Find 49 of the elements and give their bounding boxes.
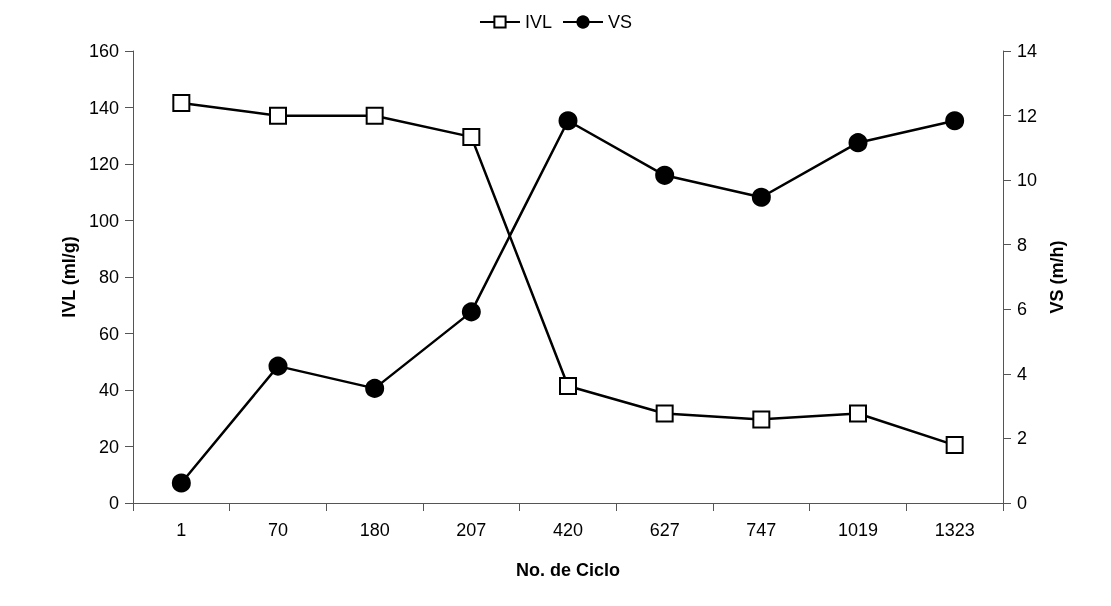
point [655,165,675,185]
legend-label: VS [608,12,633,32]
point [171,473,191,493]
point [365,378,385,398]
y2-tick-label: 0 [1017,493,1028,513]
y-tick-label: 120 [88,154,119,174]
x-tick-label: 180 [359,520,390,540]
y2-axis-title: VS (m/h) [1047,240,1067,314]
x-tick-label: 627 [649,520,680,540]
point [461,302,481,322]
point [558,111,578,131]
y2-tick-label: 2 [1017,428,1028,449]
point [945,436,964,455]
y2-tick-label: 12 [1017,105,1038,126]
y2-tick-label: 8 [1017,234,1028,255]
point [268,356,288,376]
y-tick-label: 60 [98,323,119,344]
y-tick-label: 0 [108,493,119,513]
point [655,404,674,423]
point [849,404,867,423]
y-tick-label: 20 [98,436,119,457]
y2-tick-label: 4 [1017,363,1028,384]
point [172,93,191,112]
x-axis-title: No. de Ciclo [515,560,621,580]
x-tick-label: 420 [552,520,584,540]
point [365,106,384,125]
y-tick-label: 140 [88,97,119,118]
point [462,127,481,146]
y2-tick-label: 10 [1017,170,1038,191]
x-tick-label: 747 [746,520,777,540]
y-tick-label: 80 [98,267,119,287]
x-tick-label: 70 [267,520,289,540]
y-tick-label: 160 [88,41,119,61]
point [945,111,965,131]
y2-tick-label: 6 [1017,299,1028,320]
point [269,106,287,125]
point [848,133,868,153]
point [559,377,577,396]
y-axis-title: IVL (ml/g) [59,236,80,318]
legend-label: IVL [524,12,553,32]
point [751,187,771,207]
x-tick-label: 1 [176,520,187,540]
y2-tick-label: 14 [1017,41,1038,61]
x-tick-label: 1019 [837,520,879,540]
x-tick-label: 207 [456,520,487,540]
y-tick-label: 100 [88,210,119,231]
point [752,410,771,429]
y-tick-label: 40 [98,380,119,400]
x-tick-label: 1323 [934,520,975,540]
